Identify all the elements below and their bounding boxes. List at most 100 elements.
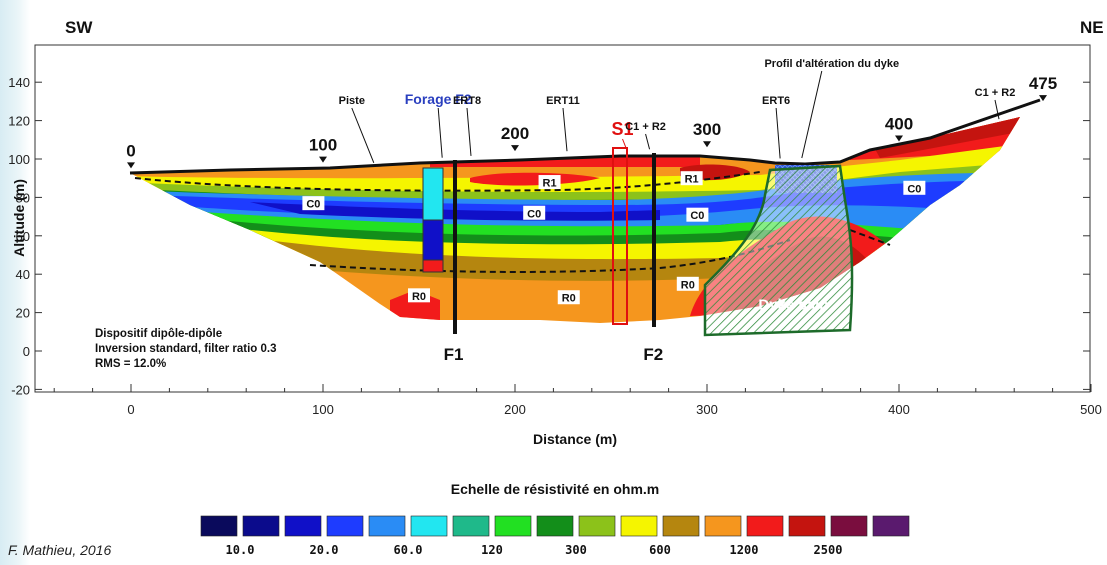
annotation-label: ERT11 — [546, 95, 580, 107]
zone-label-box — [686, 207, 709, 222]
colorbar-swatch — [410, 515, 448, 537]
zone-label: C0 — [907, 183, 921, 195]
y-axis-label: Altitude (m) — [11, 179, 27, 257]
profile-mark-label: 100 — [309, 136, 337, 155]
annotation-leader — [562, 107, 568, 152]
colorbar-tick-label: 600 — [649, 543, 671, 557]
annotation-label: ERT8 — [453, 95, 481, 107]
zone-label-box — [903, 180, 926, 195]
colorbar-swatch — [788, 515, 826, 537]
dyke-outline — [703, 164, 854, 337]
y-tick-label: 40 — [16, 267, 30, 282]
orientation-label-ne: NE — [1080, 18, 1104, 37]
colorbar-swatch — [578, 515, 616, 537]
colorbar — [200, 515, 910, 537]
annotation-leader — [437, 107, 443, 158]
colorbar-swatch — [326, 515, 364, 537]
colorbar-swatch — [662, 515, 700, 537]
zone-label: C0 — [527, 208, 541, 220]
colorbar-swatch — [368, 515, 406, 537]
annotation-label: Profil d'altération du dyke — [764, 58, 899, 70]
borehole-labels: F1 F2 — [444, 345, 664, 364]
y-tick-label: 80 — [16, 190, 30, 205]
x-tick-label: 0 — [127, 402, 134, 417]
plot-frame — [34, 44, 1091, 393]
x-tick-label: 200 — [504, 402, 526, 417]
colorbar-tick-label: 120 — [481, 543, 503, 557]
colorbar-swatch — [704, 515, 742, 537]
annotation-leader — [775, 107, 781, 159]
profile-mark-arrow — [319, 156, 327, 163]
annotation-leader — [466, 107, 472, 157]
info-line-3: RMS = 12.0% — [95, 358, 166, 370]
colorbar-swatch — [284, 515, 322, 537]
colorbar-swatch — [620, 515, 658, 537]
s1-column — [612, 147, 628, 325]
zone-label-box — [523, 205, 546, 220]
inversion-info: Dispositif dipôle-dipôle Inversion stand… — [95, 328, 277, 370]
colorbar-tick-label: 2500 — [814, 543, 843, 557]
annotation-label: ERT6 — [762, 95, 790, 107]
colorbar-tick-label: 10.0 — [226, 543, 255, 557]
annotation-label: Forage F2 — [405, 91, 472, 107]
borehole-label: F1 — [444, 345, 464, 364]
zone-label: C0 — [306, 199, 320, 211]
profile-mark-label: 0 — [126, 141, 135, 160]
orientation-label-sw: SW — [65, 18, 93, 37]
colorbar-swatch — [830, 515, 868, 537]
annotation-leader — [622, 138, 627, 150]
annotation-label: S1 — [612, 119, 634, 139]
zone-label: R0 — [412, 291, 426, 303]
profile-mark-arrow — [895, 135, 903, 142]
profile-mark-label: 300 — [693, 120, 721, 139]
colorbar-swatch — [494, 515, 532, 537]
forage-f2-column — [422, 167, 444, 273]
y-tick-label: 0 — [23, 344, 30, 359]
colorbar-swatch — [242, 515, 280, 537]
x-axis: 0 100 200 300 400 500 — [53, 384, 1102, 417]
profile-mark-arrow — [703, 141, 711, 148]
annotation-leader — [801, 70, 823, 159]
figure-credit: F. Mathieu, 2016 — [8, 542, 112, 558]
profile-mark-label: 475 — [1029, 74, 1057, 93]
x-axis-label: Distance (m) — [533, 431, 617, 447]
colorbar-swatch — [872, 515, 910, 537]
colorbar-swatch — [200, 515, 238, 537]
zone-label-box — [676, 276, 699, 291]
colorbar-tick-label: 1200 — [730, 543, 759, 557]
zone-label-box — [680, 171, 703, 186]
borehole-label: F2 — [643, 345, 663, 364]
x-tick-label: 300 — [696, 402, 718, 417]
annotation-label: C1 + R2 — [975, 87, 1016, 99]
colorbar-tick-label: 300 — [565, 543, 587, 557]
colorbar-tick-label: 20.0 — [310, 543, 339, 557]
zone-label-box — [557, 290, 580, 305]
y-axis: -20 0 20 40 60 80 100 120 140 — [8, 75, 1090, 397]
colorbar-tick-labels: 10.0 20.0 60.0 120 300 600 1200 2500 — [226, 543, 843, 557]
zone-label: Dyke sain — [758, 297, 828, 314]
annotation-label: C1 + R2 — [625, 121, 666, 133]
annotation-leader — [994, 99, 1000, 120]
y-tick-label: -20 — [11, 382, 30, 397]
zone-label-box — [302, 196, 325, 211]
page-background — [0, 0, 30, 565]
surface-topography-line — [129, 98, 1041, 175]
colorbar-tick-label: 60.0 — [394, 543, 423, 557]
interface-line-right — [849, 229, 891, 246]
colorbar-title: Echelle de résistivité en ohm.m — [451, 481, 660, 497]
interface-line-upper — [134, 171, 761, 192]
x-tick-label: 500 — [1080, 402, 1102, 417]
colorbar-swatch — [746, 515, 784, 537]
annotation-leader — [351, 107, 375, 164]
profile-mark-arrow — [511, 145, 519, 152]
profile-mark-label: 200 — [501, 124, 529, 143]
colorbar-swatch — [452, 515, 490, 537]
x-tick-label: 400 — [888, 402, 910, 417]
zone-labels: C0 C0 C0 C0 R1 R1 R0 R0 R0 Dyke sain — [302, 171, 926, 314]
colorbar-swatch — [536, 515, 574, 537]
y-tick-label: 100 — [8, 152, 30, 167]
y-tick-label: 120 — [8, 114, 30, 129]
zone-label: R0 — [562, 293, 576, 305]
